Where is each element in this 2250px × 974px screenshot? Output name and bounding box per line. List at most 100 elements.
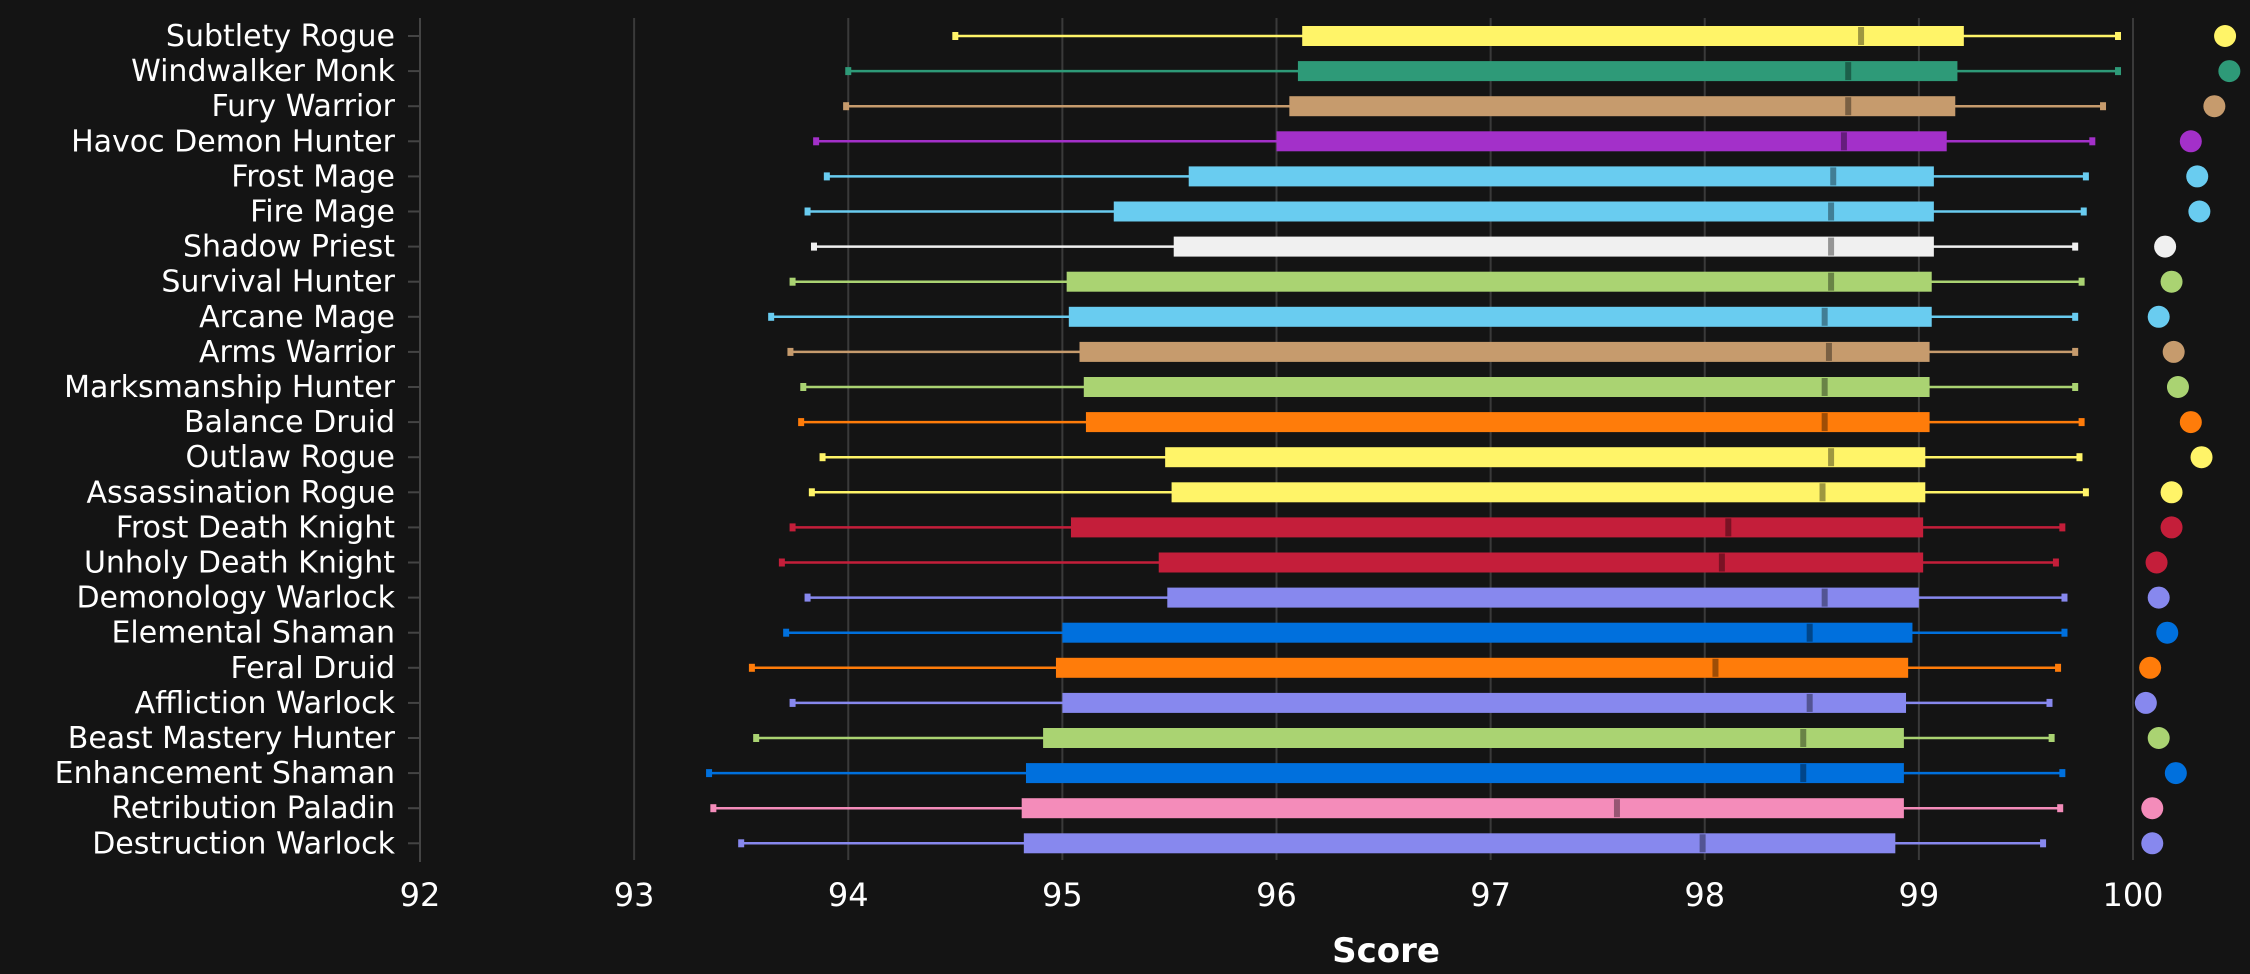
- iqr-box: [1188, 166, 1934, 187]
- median-marker: [1845, 97, 1852, 116]
- median-marker: [1718, 553, 1725, 572]
- median-marker: [1858, 27, 1865, 45]
- median-marker: [1800, 764, 1807, 783]
- max-dot: [2134, 691, 2157, 714]
- category-label: Retribution Paladin: [111, 791, 395, 826]
- median-marker: [1825, 342, 1832, 361]
- max-dot: [2160, 481, 2183, 504]
- whisker-cap-min: [768, 312, 775, 321]
- category-label: Havoc Demon Hunter: [71, 124, 396, 159]
- max-dot: [2218, 60, 2241, 83]
- whisker-cap-min: [778, 558, 785, 567]
- whisker-cap-min: [710, 804, 717, 813]
- max-dot: [2164, 762, 2187, 785]
- median-marker: [1800, 729, 1807, 747]
- category-label: Unholy Death Knight: [84, 546, 395, 581]
- whisker-cap-min: [798, 418, 805, 427]
- x-tick-label: 96: [1256, 876, 1297, 914]
- median-marker: [1819, 483, 1826, 502]
- iqr-box: [1167, 587, 1919, 608]
- median-marker: [1806, 693, 1813, 712]
- median-marker: [1845, 62, 1852, 81]
- max-dot: [2160, 516, 2183, 539]
- whisker-cap-max: [2115, 67, 2122, 76]
- category-label: Outlaw Rogue: [185, 440, 395, 475]
- whisker-cap-min: [804, 593, 811, 602]
- iqr-box: [1158, 552, 1924, 573]
- median-marker: [1828, 448, 1835, 467]
- iqr-box: [1025, 763, 1904, 784]
- x-tick-label: 97: [1470, 876, 1511, 914]
- whisker-cap-max: [2052, 558, 2059, 567]
- max-dot: [2203, 95, 2226, 118]
- x-tick-label: 98: [1684, 876, 1725, 914]
- iqr-box: [1113, 201, 1934, 222]
- category-label: Shadow Priest: [183, 230, 395, 265]
- category-label: Fury Warrior: [211, 89, 395, 124]
- iqr-box: [1165, 447, 1926, 468]
- median-marker: [1821, 378, 1828, 396]
- whisker-cap-min: [843, 102, 850, 111]
- category-label: Assassination Rogue: [86, 475, 395, 510]
- whisker-cap-min: [789, 698, 796, 707]
- max-dot: [2156, 621, 2179, 644]
- whisker-cap-max: [2040, 839, 2047, 848]
- category-label: Feral Druid: [231, 651, 396, 686]
- whisker-cap-min: [804, 207, 811, 216]
- whisker-cap-max: [2072, 242, 2079, 251]
- whisker-cap-min: [810, 242, 817, 251]
- whisker-cap-max: [2061, 593, 2068, 602]
- whisker-cap-max: [2072, 312, 2079, 321]
- whisker-cap-min: [748, 663, 755, 672]
- whisker-cap-min: [738, 839, 745, 848]
- whisker-cap-min: [808, 488, 815, 497]
- category-label: Elemental Shaman: [111, 616, 395, 651]
- iqr-box: [1289, 96, 1956, 117]
- category-label: Enhancement Shaman: [55, 756, 395, 791]
- whisker-cap-max: [2082, 488, 2089, 497]
- whisker-cap-min: [789, 277, 796, 286]
- iqr-box: [1068, 306, 1932, 327]
- max-dot: [2188, 200, 2211, 223]
- x-tick-label: 100: [2102, 876, 2163, 914]
- max-dot: [2190, 446, 2213, 469]
- whisker-cap-min: [952, 32, 959, 40]
- iqr-box: [1173, 236, 1934, 257]
- max-dot: [2179, 411, 2202, 434]
- median-marker: [1806, 623, 1813, 642]
- whisker-cap-max: [2080, 207, 2087, 216]
- whisker-cap-max: [2059, 769, 2066, 778]
- max-dot: [2166, 376, 2189, 398]
- whisker-cap-max: [2055, 663, 2062, 672]
- iqr-box: [1043, 728, 1904, 748]
- iqr-box: [1302, 26, 1964, 46]
- iqr-box: [1171, 482, 1926, 503]
- x-axis-title: Score: [1332, 931, 1440, 971]
- iqr-box: [1079, 341, 1930, 362]
- iqr-box: [1297, 61, 1958, 82]
- max-dot: [2162, 340, 2185, 363]
- max-dot: [2179, 130, 2202, 153]
- whisker-cap-max: [2046, 698, 2053, 707]
- iqr-box: [1055, 657, 1909, 678]
- iqr-box: [1062, 622, 1913, 643]
- max-dot: [2214, 25, 2237, 47]
- category-label: Arcane Mage: [199, 300, 395, 335]
- median-marker: [1828, 237, 1835, 256]
- max-dot: [2141, 832, 2164, 855]
- median-marker: [1613, 799, 1620, 818]
- median-marker: [1712, 658, 1719, 677]
- whisker-cap-min: [787, 347, 794, 356]
- whisker-cap-min: [823, 172, 830, 181]
- max-dot: [2145, 551, 2168, 574]
- category-label: Destruction Warlock: [92, 826, 395, 861]
- whisker-cap-max: [2061, 628, 2068, 637]
- whisker-cap-min: [800, 383, 807, 391]
- median-marker: [1725, 518, 1732, 537]
- whisker-cap-max: [2072, 347, 2079, 356]
- iqr-box: [1066, 271, 1932, 292]
- median-marker: [1821, 588, 1828, 607]
- whisker-cap-min: [845, 67, 852, 76]
- median-marker: [1840, 132, 1847, 151]
